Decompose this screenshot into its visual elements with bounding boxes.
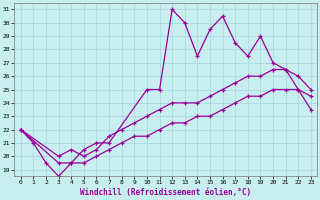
X-axis label: Windchill (Refroidissement éolien,°C): Windchill (Refroidissement éolien,°C) bbox=[80, 188, 252, 197]
